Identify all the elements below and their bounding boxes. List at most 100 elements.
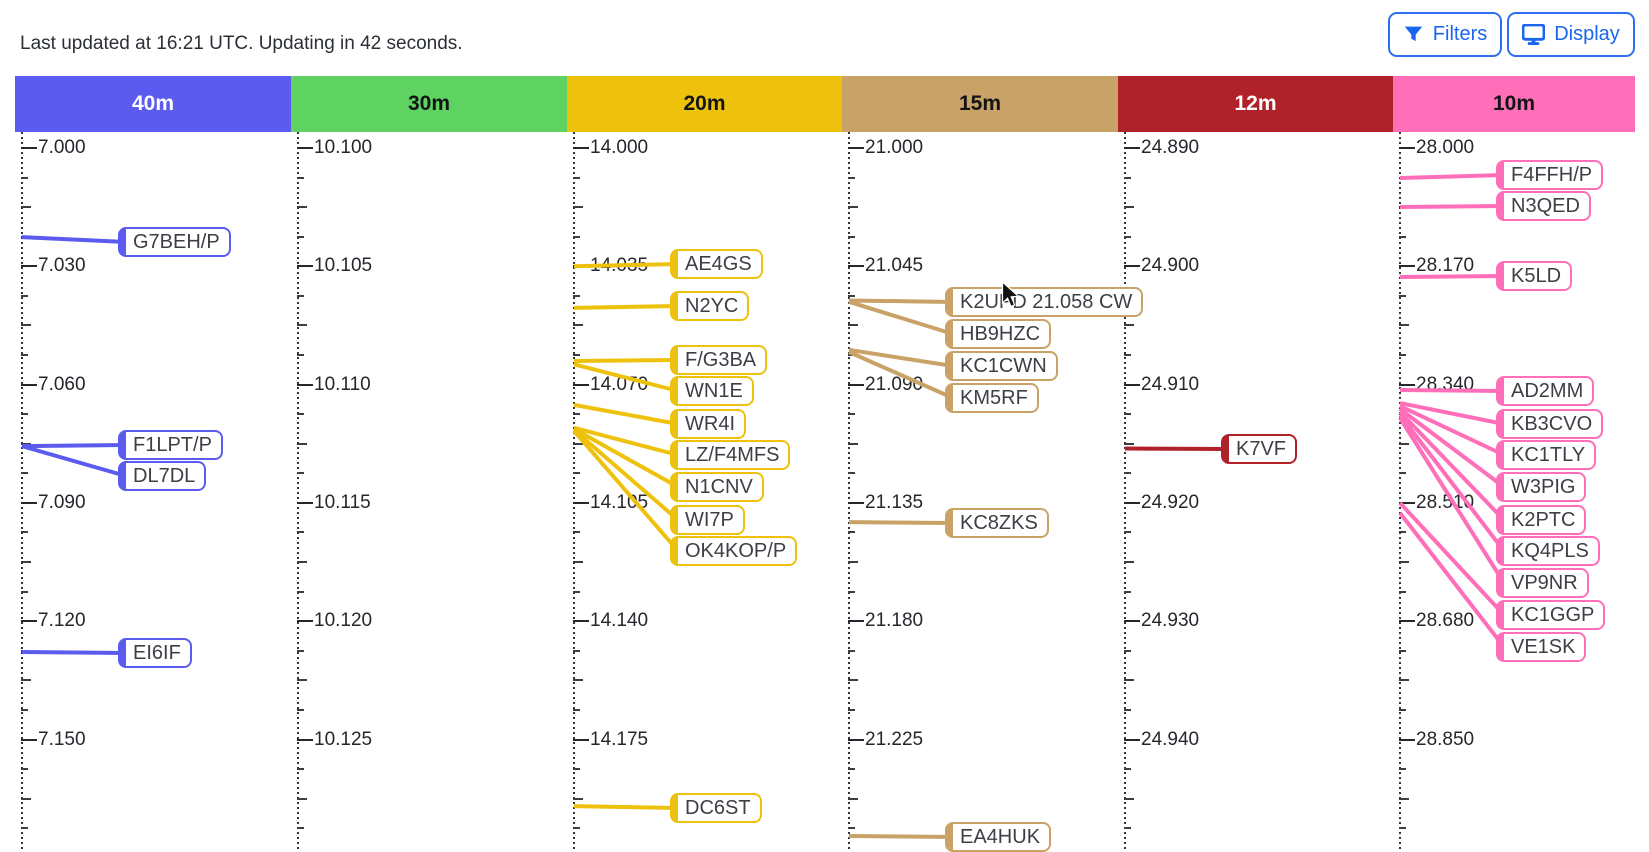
major-tick-mark — [21, 738, 37, 741]
spot-label[interactable]: K7VF — [1221, 434, 1298, 464]
spot-label[interactable]: WR4I — [670, 409, 746, 439]
frequency-tick-label: 7.120 — [21, 610, 86, 632]
spot-line — [573, 304, 679, 310]
frequency-value: 21.180 — [865, 610, 924, 632]
frequency-tick-label: 28.340 — [1399, 374, 1474, 396]
spot-label[interactable]: KQ4PLS — [1496, 536, 1600, 566]
frequency-tick-label: 28.510 — [1399, 492, 1474, 514]
minor-tick-mark — [848, 531, 855, 534]
spot-label[interactable]: EI6IF — [118, 638, 192, 668]
frequency-tick-label: 24.930 — [1124, 610, 1199, 632]
frequency-axis-30m — [297, 132, 299, 852]
minor-tick-mark — [848, 354, 855, 357]
spot-label[interactable]: KB3CVO — [1496, 409, 1604, 439]
minor-tick-mark — [848, 590, 855, 593]
spot-label-hovered[interactable]: K2UPD 21.058 CW — [945, 287, 1144, 317]
minor-tick-mark — [1124, 679, 1134, 682]
frequency-value: 10.105 — [314, 255, 373, 277]
minor-tick-mark — [1124, 768, 1131, 771]
spot-label[interactable]: AE4GS — [670, 249, 763, 279]
major-tick-mark — [1124, 383, 1140, 386]
major-tick-mark — [21, 383, 37, 386]
spot-label[interactable]: W3PIG — [1496, 472, 1587, 502]
minor-tick-mark — [1124, 235, 1131, 238]
spot-label[interactable]: G7BEH/P — [118, 227, 231, 257]
band-header-30m: 30m — [291, 76, 567, 132]
spot-label[interactable]: EA4HUK — [945, 822, 1052, 852]
spot-label[interactable]: WN1E — [670, 376, 754, 406]
spot-label[interactable]: DL7DL — [118, 461, 207, 491]
spot-label[interactable]: KC1TLY — [1496, 440, 1597, 470]
minor-tick-mark — [848, 206, 858, 209]
spot-label[interactable]: F1LPT/P — [118, 430, 223, 460]
filters-button[interactable]: Filters — [1388, 12, 1502, 57]
spot-label[interactable]: KC8ZKS — [945, 508, 1049, 538]
major-tick-mark — [573, 738, 589, 741]
minor-tick-mark — [1124, 413, 1131, 416]
spot-label[interactable]: F/G3BA — [670, 345, 768, 375]
frequency-value: 28.850 — [1416, 728, 1475, 750]
spot-label[interactable]: VP9NR — [1496, 568, 1589, 598]
spot-label[interactable]: K5LD — [1496, 261, 1573, 291]
frequency-value: 7.120 — [38, 610, 86, 632]
major-tick-mark — [21, 620, 37, 623]
spot-label[interactable]: N3QED — [1496, 191, 1591, 221]
major-tick-mark — [297, 738, 313, 741]
major-tick-mark — [848, 383, 864, 386]
frequency-tick-label: 14.000 — [573, 137, 648, 159]
minor-tick-mark — [21, 354, 28, 357]
spot-label[interactable]: KC1GGP — [1496, 600, 1606, 630]
minor-tick-mark — [1399, 235, 1406, 238]
frequency-axis-40m — [21, 132, 23, 852]
frequency-value: 24.930 — [1141, 610, 1200, 632]
minor-tick-mark — [1399, 561, 1409, 564]
spot-label[interactable]: HB9HZC — [945, 319, 1052, 349]
minor-tick-mark — [1399, 354, 1406, 357]
minor-tick-mark — [297, 442, 307, 445]
frequency-value: 14.105 — [590, 491, 649, 513]
minor-tick-mark — [573, 472, 580, 475]
major-tick-mark — [21, 501, 37, 504]
frequency-tick-label: 14.035 — [573, 255, 648, 277]
spot-line — [21, 443, 127, 449]
spot-label[interactable]: VE1SK — [1496, 632, 1587, 662]
frequency-value: 21.135 — [865, 491, 924, 513]
minor-tick-mark — [21, 176, 28, 179]
frequency-tick-label: 28.000 — [1399, 137, 1474, 159]
minor-tick-mark — [297, 413, 304, 416]
minor-tick-mark — [573, 413, 580, 416]
minor-tick-mark — [21, 649, 28, 652]
frequency-tick-label: 7.030 — [21, 255, 86, 277]
minor-tick-mark — [21, 679, 31, 682]
spot-label[interactable]: LZ/F4MFS — [670, 440, 791, 470]
spot-line — [848, 298, 954, 304]
minor-tick-mark — [297, 324, 307, 327]
minor-tick-mark — [1124, 708, 1131, 711]
spot-label[interactable]: K2PTC — [1496, 505, 1587, 535]
band-header-40m: 40m — [15, 76, 291, 132]
minor-tick-mark — [573, 324, 583, 327]
minor-tick-mark — [1399, 679, 1409, 682]
spot-label[interactable]: F4FFH/P — [1496, 160, 1604, 190]
spot-label[interactable]: AD2MM — [1496, 376, 1595, 406]
frequency-tick-label: 21.090 — [848, 374, 923, 396]
frequency-value: 7.150 — [38, 728, 86, 750]
minor-tick-mark — [1124, 472, 1131, 475]
major-tick-mark — [297, 265, 313, 268]
frequency-value: 28.340 — [1416, 373, 1475, 395]
spot-line — [1398, 413, 1506, 553]
spot-label[interactable]: KC1CWN — [945, 351, 1058, 381]
minor-tick-mark — [573, 354, 580, 357]
spot-label[interactable]: WI7P — [670, 505, 745, 535]
spot-label[interactable]: DC6ST — [670, 793, 762, 823]
spot-label[interactable]: OK4KOP/P — [670, 536, 798, 566]
major-tick-mark — [1124, 147, 1140, 149]
major-tick-mark — [848, 738, 864, 741]
spot-label[interactable]: N2YC — [670, 291, 750, 321]
filters-button-label: Filters — [1432, 23, 1488, 45]
spot-label[interactable]: N1CNV — [670, 472, 764, 502]
spot-line — [573, 425, 679, 457]
spot-label[interactable]: KM5RF — [945, 383, 1039, 413]
frequency-value: 21.225 — [865, 728, 924, 750]
display-button[interactable]: Display — [1507, 12, 1635, 57]
